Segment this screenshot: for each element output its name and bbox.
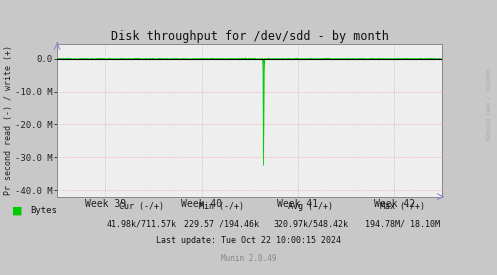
Text: 320.97k/548.42k: 320.97k/548.42k xyxy=(273,220,348,229)
Text: 194.78M/ 18.10M: 194.78M/ 18.10M xyxy=(365,220,440,229)
Text: Cur (-/+): Cur (-/+) xyxy=(119,202,164,211)
Text: Last update: Tue Oct 22 10:00:15 2024: Last update: Tue Oct 22 10:00:15 2024 xyxy=(156,236,341,245)
Text: Avg (-/+): Avg (-/+) xyxy=(288,202,333,211)
Title: Disk throughput for /dev/sdd - by month: Disk throughput for /dev/sdd - by month xyxy=(111,30,389,43)
Text: RRDTOOL / TOBI OETIKER: RRDTOOL / TOBI OETIKER xyxy=(485,69,490,140)
Text: 229.57 /194.46k: 229.57 /194.46k xyxy=(184,220,258,229)
Text: Munin 2.0.49: Munin 2.0.49 xyxy=(221,254,276,263)
Text: Bytes: Bytes xyxy=(30,206,57,215)
Text: ■: ■ xyxy=(12,205,23,215)
Y-axis label: Pr second read (-) / write (+): Pr second read (-) / write (+) xyxy=(3,45,12,195)
Text: 41.98k/711.57k: 41.98k/711.57k xyxy=(107,220,176,229)
Text: Min (-/+): Min (-/+) xyxy=(199,202,244,211)
Text: Max (-/+): Max (-/+) xyxy=(380,202,425,211)
